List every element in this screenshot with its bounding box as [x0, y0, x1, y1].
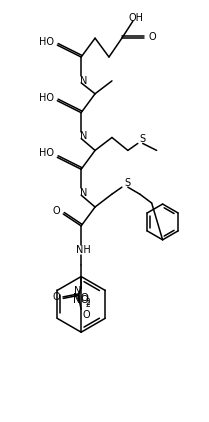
Text: HO: HO [39, 149, 54, 158]
Text: S: S [125, 178, 131, 188]
Text: O: O [149, 32, 157, 42]
Text: S: S [140, 135, 146, 144]
Text: NO: NO [73, 293, 89, 303]
Text: 2: 2 [86, 298, 90, 307]
Text: N: N [74, 287, 82, 297]
Text: O: O [82, 310, 90, 320]
Text: HO: HO [39, 37, 54, 47]
Text: OH: OH [128, 13, 143, 23]
Text: O: O [52, 292, 60, 303]
Text: 2: 2 [86, 300, 90, 309]
Text: N: N [80, 188, 88, 198]
Text: O: O [52, 206, 60, 216]
Text: HO: HO [39, 93, 54, 103]
Text: N: N [80, 132, 88, 141]
Text: NO: NO [73, 295, 89, 306]
Text: NH: NH [76, 245, 90, 255]
Text: N: N [80, 76, 88, 86]
